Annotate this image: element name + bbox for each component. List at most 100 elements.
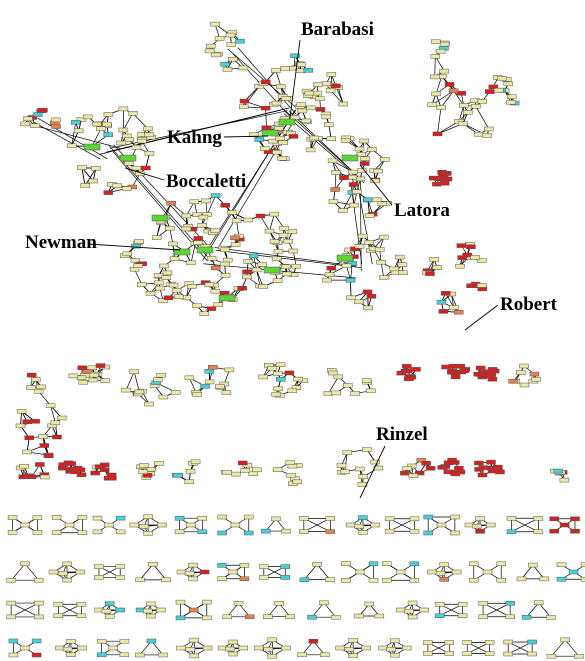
network-node xyxy=(56,415,67,421)
network-node xyxy=(358,474,369,479)
network-node xyxy=(16,409,27,414)
label-rinzel: Rinzel xyxy=(376,424,428,445)
network-node xyxy=(87,365,98,370)
network-node xyxy=(239,98,250,104)
network-node xyxy=(144,132,154,137)
network-node xyxy=(192,303,202,308)
network-node xyxy=(364,240,374,245)
network-node xyxy=(199,311,210,316)
network-node xyxy=(495,469,505,475)
network-node xyxy=(260,105,271,111)
network-node xyxy=(349,202,359,208)
network-node xyxy=(235,38,245,44)
network-node xyxy=(328,199,339,204)
network-node xyxy=(458,121,468,126)
hub-node xyxy=(261,129,279,137)
network-node xyxy=(112,183,122,188)
network-node xyxy=(345,522,356,528)
network-node xyxy=(488,84,499,90)
network-node xyxy=(127,111,138,116)
network-node xyxy=(222,614,232,620)
network-node xyxy=(204,369,215,374)
network-node xyxy=(190,459,201,465)
network-node xyxy=(313,82,323,87)
network-node xyxy=(402,364,412,369)
network-node xyxy=(271,391,281,397)
network-node xyxy=(469,577,479,583)
network-node xyxy=(146,638,157,644)
network-node xyxy=(338,208,348,213)
network-node xyxy=(53,601,64,607)
network-node xyxy=(307,614,317,620)
network-node xyxy=(204,379,215,385)
network-node xyxy=(361,378,372,383)
network-node xyxy=(402,466,412,471)
network-node xyxy=(320,652,330,658)
network-node xyxy=(404,376,414,382)
network-node xyxy=(228,651,238,657)
network-node xyxy=(485,89,495,94)
network-node xyxy=(267,366,277,371)
network-node xyxy=(390,652,400,658)
network-node xyxy=(217,563,227,568)
network-node xyxy=(200,383,210,389)
network-node xyxy=(217,514,227,520)
network-node xyxy=(258,284,268,289)
network-node xyxy=(331,390,341,396)
network-node xyxy=(188,576,198,582)
network-node xyxy=(357,168,367,173)
network-node xyxy=(378,275,389,280)
hub-node xyxy=(263,266,281,274)
network-node xyxy=(77,530,88,535)
network-node xyxy=(568,569,579,575)
network-node xyxy=(175,599,186,605)
network-node xyxy=(299,516,309,521)
network-node xyxy=(32,530,43,535)
network-node xyxy=(204,48,215,54)
network-node xyxy=(475,516,485,521)
network-node xyxy=(437,465,448,470)
label-pointers xyxy=(87,39,499,499)
network-node xyxy=(58,465,68,471)
network-node xyxy=(243,217,253,223)
network-node xyxy=(220,203,230,208)
network-node xyxy=(26,385,36,390)
network-node xyxy=(20,561,30,567)
network-node xyxy=(533,529,544,534)
network-node xyxy=(39,443,50,448)
network-node xyxy=(151,235,162,240)
network-node xyxy=(368,578,379,583)
network-node xyxy=(275,135,285,141)
network-node xyxy=(436,105,446,110)
network-node xyxy=(496,577,506,583)
network-node xyxy=(444,651,455,656)
network-node xyxy=(428,175,439,181)
network-node xyxy=(129,522,140,528)
network-node xyxy=(470,255,480,260)
network-node xyxy=(58,571,68,576)
network-node xyxy=(373,168,384,174)
network-node xyxy=(354,613,364,619)
network-node xyxy=(362,447,372,452)
network-node xyxy=(141,165,151,171)
network-node xyxy=(335,645,345,651)
network-node xyxy=(440,290,451,296)
network-node xyxy=(258,374,268,380)
network-node xyxy=(326,72,337,77)
hub-node xyxy=(173,248,191,256)
network-node xyxy=(546,615,556,620)
network-node xyxy=(366,294,377,299)
network-node xyxy=(103,190,114,195)
network-node xyxy=(453,309,464,315)
network-node xyxy=(230,522,241,528)
network-node xyxy=(358,233,368,239)
network-node xyxy=(34,600,44,606)
network-node xyxy=(331,614,341,620)
network-node xyxy=(297,652,307,658)
network-node xyxy=(166,201,176,206)
network-node xyxy=(398,270,408,275)
network-node xyxy=(163,295,174,300)
network-node xyxy=(139,463,149,468)
network-node xyxy=(202,599,212,605)
network-node xyxy=(331,170,341,175)
